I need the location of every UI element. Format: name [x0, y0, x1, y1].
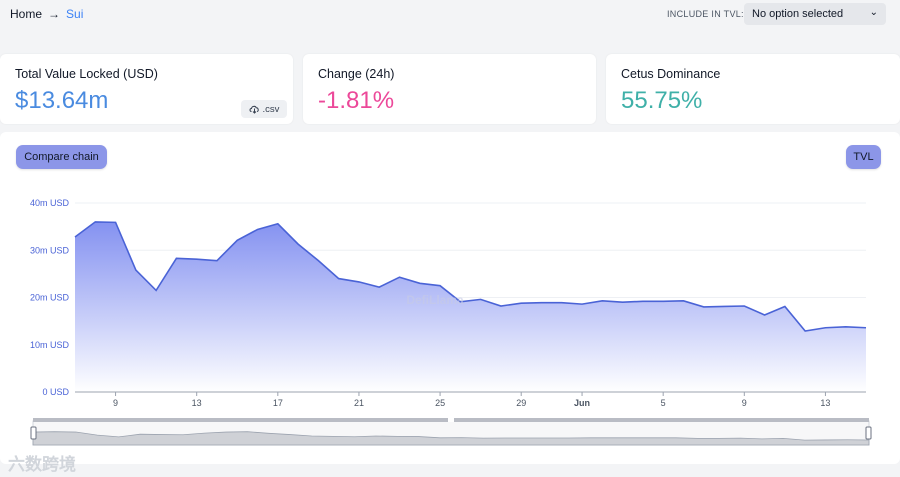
breadcrumb: Home → Sui	[10, 7, 83, 21]
dominance-card: Cetus Dominance 55.75%	[606, 54, 900, 124]
include-tvl-label: INCLUDE IN TVL:	[667, 9, 744, 19]
change-value: -1.81%	[318, 87, 395, 114]
x-tick-label: 13	[192, 398, 202, 408]
y-tick-label: 0 USD	[42, 387, 69, 397]
tvl-line	[74, 221, 867, 332]
dominance-label: Cetus Dominance	[621, 67, 721, 81]
chart-panel: Compare chain TVL 0 USD 10m USD 20m USD 30m…	[0, 132, 900, 464]
x-tick-label: 9	[113, 398, 118, 408]
x-tick-label: 25	[435, 398, 445, 408]
compare-chain-button[interactable]: Compare chain	[16, 145, 107, 169]
zoom-overview-area	[32, 431, 870, 446]
zoom-handle-right[interactable]	[865, 426, 872, 440]
tvl-card: Total Value Locked (USD) $13.64m .csv	[0, 54, 293, 124]
tvl-value: $13.64m	[15, 87, 109, 114]
y-tick-label: 30m USD	[30, 245, 70, 255]
tvl-chart[interactable]: 0 USD 10m USD 20m USD 30m USD 40m USD DefiLla…	[0, 132, 900, 464]
tvl-area	[75, 221, 866, 392]
x-tick-label: Jun	[574, 398, 590, 408]
tvl-label: Total Value Locked (USD)	[15, 67, 158, 81]
download-csv-button[interactable]: .csv	[241, 100, 287, 118]
y-tick-label: 10m USD	[30, 340, 70, 350]
chevron-down-icon: ⌄	[869, 7, 878, 18]
x-tick-label: 21	[354, 398, 364, 408]
change-card: Change (24h) -1.81%	[303, 54, 596, 124]
breadcrumb-current[interactable]: Sui	[66, 7, 84, 21]
x-tick-label: 13	[820, 398, 830, 408]
y-tick-label: 20m USD	[30, 293, 70, 303]
change-label: Change (24h)	[318, 67, 395, 81]
csv-label: .csv	[262, 103, 280, 115]
include-tvl-selected-value: No option selected	[752, 8, 844, 20]
include-tvl-select[interactable]: No option selected ⌄	[744, 3, 886, 25]
x-tick-label: 29	[516, 398, 526, 408]
zoom-handle-left[interactable]	[30, 426, 37, 440]
zoom-slider-grip	[448, 418, 454, 422]
tvl-toggle-button[interactable]: TVL	[846, 145, 881, 169]
y-tick-label: 40m USD	[30, 198, 70, 208]
breadcrumb-home-link[interactable]: Home	[10, 7, 43, 21]
defillama-watermark: DefiLlama	[406, 293, 464, 307]
x-tick-label: 17	[273, 398, 283, 408]
cloud-download-icon	[249, 105, 259, 114]
arrow-right-icon: →	[48, 7, 61, 21]
dominance-value: 55.75%	[621, 87, 703, 114]
x-tick-label: 5	[661, 398, 666, 408]
top-bar: Home → Sui INCLUDE IN TVL: No option sel…	[0, 0, 900, 30]
x-tick-label: 9	[742, 398, 747, 408]
bottom-watermark: 六数跨境	[8, 455, 76, 474]
